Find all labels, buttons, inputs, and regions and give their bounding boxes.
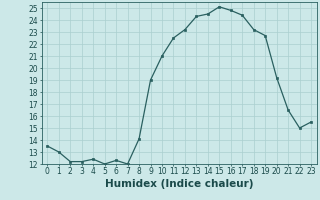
X-axis label: Humidex (Indice chaleur): Humidex (Indice chaleur)	[105, 179, 253, 189]
